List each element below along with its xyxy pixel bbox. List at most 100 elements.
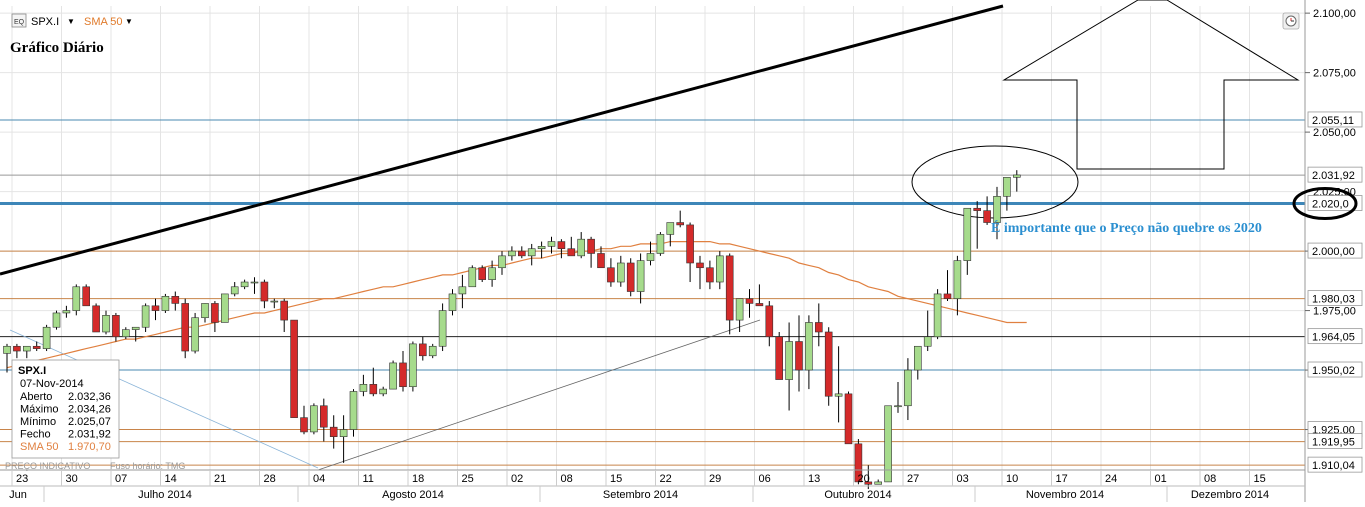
candle-body [923, 336, 932, 347]
candle-body [676, 222, 685, 226]
candle-body [250, 281, 259, 284]
month-label: Outubro 2014 [824, 489, 891, 501]
candle [260, 279, 269, 309]
price-note: PREÇO INDICATIVO [5, 461, 90, 471]
candle-body [933, 293, 942, 338]
candle-body [82, 286, 90, 307]
candle-body [795, 341, 803, 371]
candle-body [963, 207, 972, 261]
candle [310, 403, 318, 435]
level-tag [1307, 166, 1363, 183]
candle-body [854, 443, 863, 483]
candle-body [488, 267, 496, 280]
x-tick-label: 17 [1056, 473, 1068, 485]
x-tick-label: 21 [214, 473, 226, 485]
candle-body [636, 260, 645, 292]
candle-body [844, 393, 853, 445]
candle-body [191, 317, 199, 352]
month-label: Novembro 2014 [1026, 489, 1104, 501]
candle [943, 270, 952, 302]
indicator-dropdown-icon[interactable]: ▼ [125, 17, 133, 26]
y-tick-label: 2.050,00 [1313, 127, 1356, 139]
candle [983, 196, 991, 225]
x-tick-label: 29 [709, 473, 721, 485]
level-2020-circle [1292, 186, 1358, 220]
y-tick-label: 1.975,00 [1313, 306, 1356, 318]
indicator-label[interactable]: SMA 50 [84, 16, 123, 28]
candle [3, 343, 11, 373]
candle-body [349, 391, 358, 430]
candle [785, 322, 793, 411]
symbol-label[interactable]: SPX.I [31, 16, 59, 28]
candle [92, 303, 100, 333]
candle [240, 279, 249, 290]
candle-body [577, 238, 586, 257]
candle-body [735, 298, 744, 321]
candle-body [42, 326, 51, 349]
candle-body [300, 417, 308, 433]
candle-body [706, 267, 714, 283]
x-tick-label: 15 [1254, 473, 1266, 485]
candle [270, 298, 279, 309]
candle [745, 289, 754, 318]
candle [379, 386, 388, 397]
candle [32, 341, 41, 352]
candle-body [409, 343, 417, 388]
candle-body [1012, 174, 1021, 178]
info-rows: Aberto 2.032,36 Máximo 2.034,26 Mínimo 2.025,… [20, 391, 111, 453]
candle [409, 341, 417, 392]
x-tick-label: 30 [66, 473, 78, 485]
candle [607, 258, 615, 287]
candle [894, 381, 902, 413]
x-tick-label: 28 [264, 473, 276, 485]
candle [1012, 170, 1021, 192]
candle-body [3, 345, 11, 354]
info-row-value: 2.034,26 [68, 404, 111, 416]
trendline-support [317, 319, 761, 471]
candle [72, 284, 81, 316]
candle-body [240, 281, 249, 288]
candle-body [904, 369, 912, 407]
candle [62, 305, 71, 318]
candle-body [141, 305, 150, 328]
level-tag [1307, 328, 1363, 345]
candle-body [547, 241, 556, 247]
candle-body [537, 246, 546, 250]
candle [22, 345, 31, 359]
candle [715, 251, 724, 290]
candle [1003, 177, 1011, 211]
trendline-decline [9, 329, 319, 469]
candle [448, 289, 457, 316]
level-layer [0, 119, 1305, 466]
candle [993, 186, 1001, 240]
candle-body [973, 207, 982, 211]
candle [458, 274, 467, 309]
candle [171, 291, 180, 311]
candle-body [517, 250, 526, 257]
info-date: 07-Nov-2014 [20, 378, 84, 390]
candle [686, 222, 694, 283]
candle [854, 439, 863, 485]
candle-body [587, 238, 595, 254]
symbol-dropdown-icon[interactable]: ▼ [67, 17, 75, 26]
candle-body [458, 286, 467, 295]
candle [547, 236, 556, 254]
candle [131, 326, 140, 342]
candle [478, 265, 487, 283]
candle-body [656, 234, 665, 254]
candle [527, 243, 536, 266]
symbol-icon[interactable] [11, 13, 27, 28]
candle-body [745, 298, 754, 304]
x-tick-label: 14 [165, 473, 177, 485]
grid-layer [0, 6, 1305, 470]
candle-body [418, 343, 427, 357]
candle [597, 246, 605, 269]
info-row-label: SMA 50 [20, 441, 59, 453]
candle-body [221, 293, 229, 323]
candle [498, 251, 506, 275]
x-tick-label: 08 [1204, 473, 1216, 485]
clock-icon[interactable] [1282, 12, 1300, 30]
x-tick-label: 10 [1006, 473, 1018, 485]
candle [418, 336, 427, 361]
